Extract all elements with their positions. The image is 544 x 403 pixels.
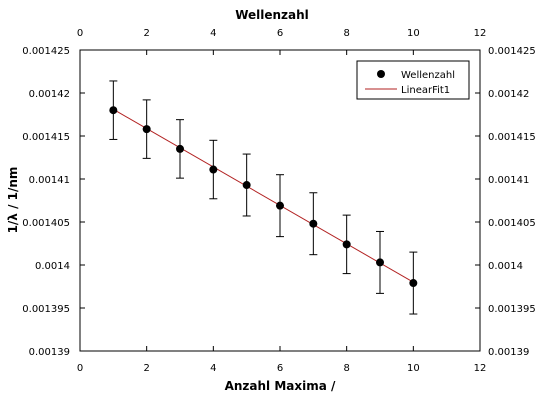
- legend-marker-wellenzahl: [377, 70, 385, 78]
- y-tick-label-right: 0.00139: [488, 347, 529, 358]
- series-layer: [109, 80, 418, 315]
- y-tick-label-right: 0.00141: [488, 175, 529, 186]
- y-tick-label-left: 0.001415: [22, 132, 70, 143]
- y-axis-label: 1/λ / 1/nm: [6, 167, 20, 234]
- y-tick-label-right: 0.0014: [488, 261, 523, 272]
- data-point: [342, 240, 351, 249]
- x-tick-label-bottom: 8: [343, 363, 349, 374]
- legend-label-linearfit: LinearFit1: [401, 85, 450, 96]
- data-point: [109, 106, 118, 115]
- data-point: [209, 165, 218, 174]
- y-tick-label-left: 0.001395: [22, 304, 70, 315]
- axis-ticks: [79, 49, 481, 352]
- x-tick-label-top: 6: [277, 28, 283, 39]
- y-tick-label-right: 0.00142: [488, 89, 529, 100]
- y-tick-label-left: 0.00142: [29, 89, 70, 100]
- x-tick-label-top: 0: [77, 28, 83, 39]
- data-point: [309, 219, 318, 228]
- x-tick-label-bottom: 0: [77, 363, 83, 374]
- chart-title: Wellenzahl: [235, 8, 309, 22]
- y-tick-label-left: 0.0014: [35, 261, 70, 272]
- x-axis-label: Anzahl Maxima /: [225, 379, 336, 393]
- x-tick-label-top: 2: [143, 28, 149, 39]
- y-tick-label-left: 0.001405: [22, 218, 70, 229]
- x-tick-label-bottom: 6: [277, 363, 283, 374]
- linear-fit-line: [113, 108, 414, 283]
- x-tick-label-top: 12: [474, 28, 487, 39]
- x-tick-label-bottom: 12: [474, 363, 487, 374]
- x-tick-label-bottom: 2: [143, 363, 149, 374]
- y-tick-label-left: 0.00139: [29, 347, 70, 358]
- y-tick-label-right: 0.001425: [488, 46, 536, 57]
- data-point: [142, 125, 151, 134]
- y-tick-label-left: 0.00141: [29, 175, 70, 186]
- x-tick-label-top: 8: [343, 28, 349, 39]
- y-tick-label-right: 0.001415: [488, 132, 536, 143]
- y-tick-label-left: 0.001425: [22, 46, 70, 57]
- data-point: [276, 201, 284, 210]
- legend: Wellenzahl LinearFit1: [356, 60, 470, 100]
- y-tick-label-right: 0.001395: [488, 304, 536, 315]
- data-point: [376, 258, 384, 267]
- y-tick-label-right: 0.001405: [488, 218, 536, 229]
- x-tick-label-bottom: 10: [407, 363, 420, 374]
- legend-box: [356, 60, 470, 100]
- data-point: [176, 144, 184, 153]
- x-tick-label-bottom: 4: [210, 363, 216, 374]
- x-tick-label-top: 10: [407, 28, 420, 39]
- data-point: [242, 181, 251, 190]
- data-point: [409, 279, 418, 288]
- legend-label-wellenzahl: Wellenzahl: [401, 70, 455, 81]
- x-tick-label-top: 4: [210, 28, 216, 39]
